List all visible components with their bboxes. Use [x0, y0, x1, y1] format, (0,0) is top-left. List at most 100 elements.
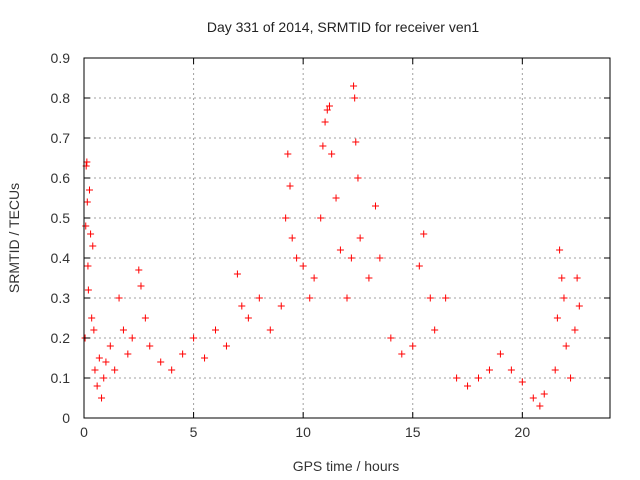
- data-point: [319, 142, 327, 150]
- data-point: [212, 326, 219, 334]
- data-point: [536, 402, 544, 410]
- data-point: [442, 294, 450, 302]
- data-point: [98, 394, 106, 402]
- data-point: [95, 354, 103, 362]
- y-axis: 0 0.1 0.2 0.3 0.4 0.5 0.6 0.7 0.8 0.9: [51, 50, 610, 426]
- data-point: [321, 118, 329, 126]
- data-point: [233, 270, 241, 278]
- data-point: [409, 342, 417, 350]
- data-point: [376, 254, 384, 262]
- data-point: [83, 198, 91, 206]
- y-tick-label: 0.1: [51, 370, 71, 386]
- data-point: [106, 342, 114, 350]
- data-point: [293, 254, 301, 262]
- x-tick-label: 10: [295, 424, 311, 440]
- y-tick-label: 0.2: [51, 330, 71, 346]
- data-point: [556, 246, 564, 254]
- data-point: [100, 374, 108, 382]
- data-point: [102, 358, 110, 366]
- data-point: [87, 230, 95, 238]
- data-point: [115, 294, 123, 302]
- data-point: [351, 94, 359, 102]
- data-point: [91, 366, 99, 374]
- data-point: [325, 102, 333, 110]
- y-tick-label: 0.4: [51, 250, 71, 266]
- data-point: [190, 334, 198, 342]
- data-point: [398, 350, 406, 358]
- data-point: [83, 158, 91, 166]
- data-point: [137, 282, 145, 290]
- data-point: [238, 302, 246, 310]
- data-point: [475, 374, 482, 382]
- data-point: [540, 390, 548, 398]
- data-point: [496, 350, 504, 358]
- y-tick-label: 0: [62, 410, 70, 426]
- data-point: [286, 182, 294, 190]
- data-point: [426, 294, 434, 302]
- data-point: [350, 82, 358, 90]
- x-tick-label: 20: [515, 424, 531, 440]
- data-point: [485, 366, 493, 374]
- data-point: [431, 326, 439, 334]
- data-point: [244, 314, 252, 322]
- data-point: [562, 342, 570, 350]
- x-tick-label: 15: [405, 424, 421, 440]
- data-point: [124, 350, 132, 358]
- data-point: [347, 254, 355, 262]
- data-point: [310, 274, 318, 282]
- data-point: [90, 326, 98, 334]
- data-point: [111, 366, 119, 374]
- data-point: [332, 194, 340, 202]
- data-point: [352, 138, 360, 146]
- data-point: [558, 274, 566, 282]
- data-point: [507, 366, 515, 374]
- data-point: [387, 334, 395, 342]
- data-point: [336, 246, 344, 254]
- x-axis-label: GPS time / hours: [293, 458, 400, 474]
- y-tick-label: 0.7: [51, 130, 71, 146]
- data-point: [255, 294, 263, 302]
- y-axis-label: SRMTID / TECUs: [6, 183, 22, 293]
- data-points: [81, 82, 583, 410]
- y-tick-label: 0.6: [51, 170, 71, 186]
- data-point: [93, 382, 101, 390]
- data-point: [317, 214, 325, 222]
- data-point: [84, 286, 92, 294]
- data-point: [141, 314, 149, 322]
- data-point: [575, 302, 583, 310]
- y-tick-label: 0.3: [51, 290, 71, 306]
- data-point: [85, 186, 93, 194]
- data-point: [84, 262, 92, 270]
- y-tick-label: 0.8: [51, 90, 71, 106]
- data-point: [88, 314, 96, 322]
- data-point: [201, 354, 209, 362]
- data-point: [179, 350, 187, 358]
- data-point: [354, 174, 362, 182]
- grid: [84, 58, 610, 418]
- data-point: [222, 342, 230, 350]
- data-point: [453, 374, 461, 382]
- data-point: [306, 294, 314, 302]
- data-point: [420, 230, 428, 238]
- data-point: [365, 274, 373, 282]
- data-point: [146, 342, 154, 350]
- chart-title: Day 331 of 2014, SRMTID for receiver ven…: [207, 19, 480, 35]
- data-point: [266, 326, 274, 334]
- data-point: [553, 314, 561, 322]
- y-tick-label: 0.9: [51, 50, 71, 66]
- x-tick-label: 0: [80, 424, 88, 440]
- data-point: [567, 374, 575, 382]
- data-point: [573, 274, 581, 282]
- data-point: [551, 366, 559, 374]
- data-point: [157, 358, 165, 366]
- x-tick-label: 5: [190, 424, 198, 440]
- data-point: [518, 378, 526, 386]
- plot-frame: [83, 57, 611, 419]
- data-point: [284, 150, 292, 158]
- data-point: [328, 150, 336, 158]
- data-point: [277, 302, 285, 310]
- y-tick-label: 0.5: [51, 210, 71, 226]
- data-point: [119, 326, 127, 334]
- data-point: [89, 242, 97, 250]
